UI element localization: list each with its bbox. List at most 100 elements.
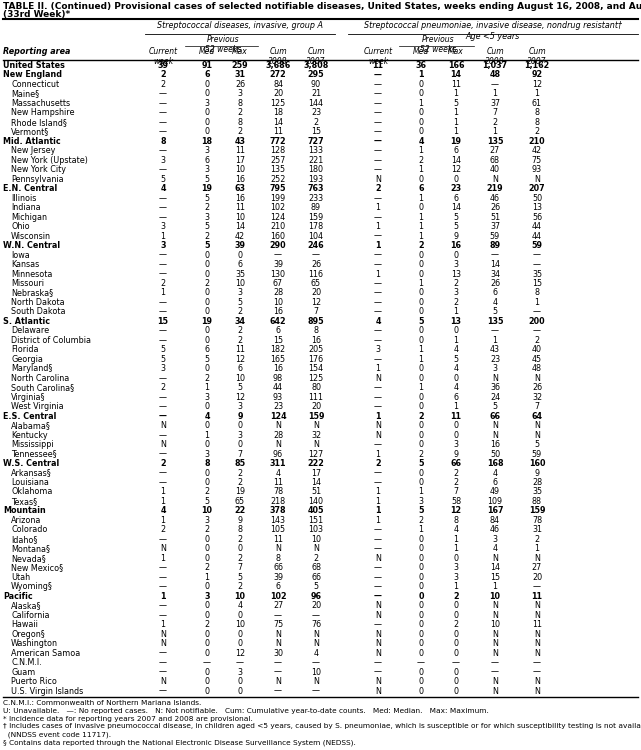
Text: 56: 56 bbox=[532, 213, 542, 222]
Text: Arizona: Arizona bbox=[11, 516, 42, 525]
Text: 0: 0 bbox=[419, 298, 424, 307]
Text: 0: 0 bbox=[419, 289, 424, 298]
Text: 28: 28 bbox=[532, 478, 542, 487]
Text: 5: 5 bbox=[453, 99, 458, 108]
Text: 34: 34 bbox=[490, 269, 500, 278]
Text: Cum
2008: Cum 2008 bbox=[485, 47, 504, 67]
Text: N: N bbox=[160, 639, 166, 648]
Text: —: — bbox=[203, 658, 211, 667]
Text: 1: 1 bbox=[492, 336, 497, 345]
Text: 40: 40 bbox=[532, 345, 542, 354]
Text: N: N bbox=[534, 649, 540, 658]
Text: —: — bbox=[159, 326, 167, 335]
Text: 6: 6 bbox=[492, 478, 497, 487]
Text: 58: 58 bbox=[451, 497, 461, 506]
Text: 10: 10 bbox=[235, 374, 245, 382]
Text: 8: 8 bbox=[276, 554, 281, 562]
Text: (33rd Week)*: (33rd Week)* bbox=[3, 10, 71, 19]
Text: N: N bbox=[492, 610, 498, 620]
Text: 19: 19 bbox=[451, 136, 462, 146]
Text: 0: 0 bbox=[419, 573, 424, 582]
Text: 0: 0 bbox=[204, 582, 210, 591]
Text: 0: 0 bbox=[238, 639, 242, 648]
Text: 2: 2 bbox=[204, 374, 210, 382]
Text: Mid. Atlantic: Mid. Atlantic bbox=[3, 136, 61, 146]
Text: 9: 9 bbox=[237, 516, 242, 525]
Text: 0: 0 bbox=[419, 649, 424, 658]
Text: 0: 0 bbox=[419, 308, 424, 316]
Text: Iowa: Iowa bbox=[11, 251, 29, 260]
Text: 0: 0 bbox=[204, 639, 210, 648]
Text: 19: 19 bbox=[235, 488, 245, 496]
Text: 0: 0 bbox=[419, 677, 424, 686]
Text: N: N bbox=[375, 639, 381, 648]
Text: 11: 11 bbox=[451, 80, 461, 89]
Text: 0: 0 bbox=[238, 630, 242, 639]
Text: 15: 15 bbox=[311, 128, 321, 136]
Text: 2: 2 bbox=[160, 526, 165, 535]
Text: 80: 80 bbox=[311, 383, 321, 392]
Text: 5: 5 bbox=[237, 298, 242, 307]
Text: 10: 10 bbox=[311, 668, 321, 676]
Text: 7: 7 bbox=[237, 563, 242, 572]
Text: 84: 84 bbox=[490, 516, 500, 525]
Text: 0: 0 bbox=[204, 422, 210, 430]
Text: Utah: Utah bbox=[11, 573, 30, 582]
Text: 7: 7 bbox=[535, 402, 540, 411]
Text: 30: 30 bbox=[273, 649, 283, 658]
Text: 2: 2 bbox=[453, 620, 458, 629]
Text: —: — bbox=[159, 308, 167, 316]
Text: 111: 111 bbox=[308, 393, 324, 402]
Text: 218: 218 bbox=[271, 497, 285, 506]
Text: Idaho§: Idaho§ bbox=[11, 535, 37, 544]
Text: 0: 0 bbox=[453, 649, 458, 658]
Text: N: N bbox=[534, 422, 540, 430]
Text: 98: 98 bbox=[273, 374, 283, 382]
Text: N: N bbox=[375, 422, 381, 430]
Text: 128: 128 bbox=[271, 146, 285, 155]
Text: —: — bbox=[374, 620, 382, 629]
Text: 0: 0 bbox=[204, 478, 210, 487]
Text: N: N bbox=[160, 422, 166, 430]
Text: 5: 5 bbox=[204, 355, 210, 364]
Text: —: — bbox=[159, 430, 167, 439]
Text: 89: 89 bbox=[311, 203, 321, 212]
Text: 14: 14 bbox=[451, 156, 461, 165]
Text: 43: 43 bbox=[235, 136, 246, 146]
Text: N: N bbox=[313, 639, 319, 648]
Text: 24: 24 bbox=[490, 393, 500, 402]
Text: 14: 14 bbox=[451, 203, 461, 212]
Text: 0: 0 bbox=[238, 251, 242, 260]
Text: 1: 1 bbox=[419, 526, 424, 535]
Text: N: N bbox=[492, 686, 498, 695]
Text: 405: 405 bbox=[308, 506, 324, 515]
Text: 2: 2 bbox=[204, 526, 210, 535]
Text: 1: 1 bbox=[419, 279, 424, 288]
Text: 93: 93 bbox=[273, 393, 283, 402]
Text: 35: 35 bbox=[532, 488, 542, 496]
Text: 1: 1 bbox=[453, 308, 458, 316]
Text: 4: 4 bbox=[453, 364, 458, 374]
Text: 2: 2 bbox=[419, 516, 424, 525]
Text: 0: 0 bbox=[238, 610, 242, 620]
Text: N: N bbox=[375, 374, 381, 382]
Text: C.N.M.I.: Commonwealth of Northern Mariana Islands.: C.N.M.I.: Commonwealth of Northern Maria… bbox=[3, 700, 201, 706]
Text: 6: 6 bbox=[418, 184, 424, 194]
Text: American Samoa: American Samoa bbox=[11, 649, 80, 658]
Text: 2: 2 bbox=[237, 554, 242, 562]
Text: 2: 2 bbox=[453, 469, 458, 478]
Text: 160: 160 bbox=[529, 459, 545, 468]
Text: 34: 34 bbox=[235, 317, 246, 326]
Text: 0: 0 bbox=[419, 203, 424, 212]
Text: 5: 5 bbox=[204, 175, 210, 184]
Text: 2: 2 bbox=[535, 535, 540, 544]
Text: 88: 88 bbox=[532, 497, 542, 506]
Text: 1: 1 bbox=[535, 89, 540, 98]
Text: 2: 2 bbox=[237, 478, 242, 487]
Text: 4: 4 bbox=[160, 506, 166, 515]
Text: N: N bbox=[375, 686, 381, 695]
Text: 0: 0 bbox=[204, 402, 210, 411]
Text: 11: 11 bbox=[235, 345, 245, 354]
Text: 3: 3 bbox=[453, 563, 458, 572]
Text: 11: 11 bbox=[235, 146, 245, 155]
